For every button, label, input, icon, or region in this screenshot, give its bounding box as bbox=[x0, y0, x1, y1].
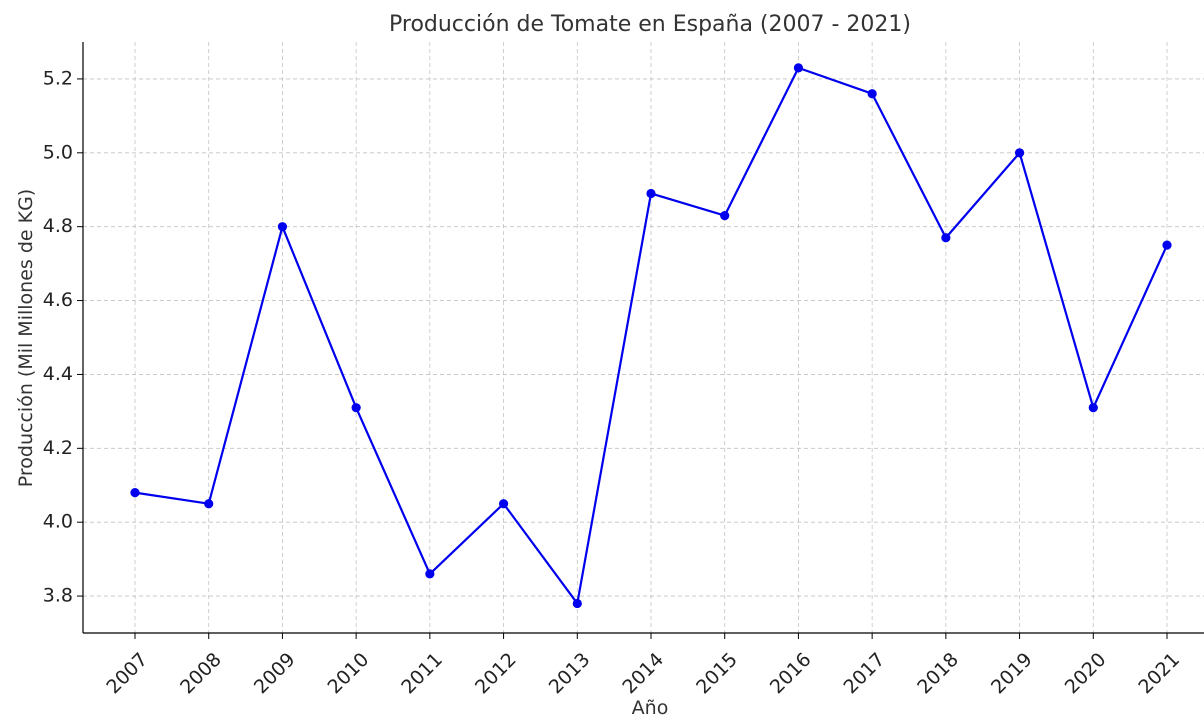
data-point bbox=[130, 488, 140, 498]
y-tick-label: 4.6 bbox=[43, 289, 73, 311]
x-tick-label: 2007 bbox=[102, 649, 152, 699]
series bbox=[130, 63, 1172, 609]
x-tick-label: 2008 bbox=[176, 649, 226, 699]
y-tick-label: 5.0 bbox=[43, 141, 73, 163]
data-point bbox=[720, 211, 730, 221]
y-tick-label: 4.4 bbox=[43, 363, 73, 385]
data-point bbox=[941, 233, 951, 243]
y-tick-label: 4.2 bbox=[43, 437, 73, 459]
data-point bbox=[572, 598, 582, 609]
x-tick-label: 2017 bbox=[840, 649, 890, 699]
data-point bbox=[867, 89, 877, 99]
axes bbox=[82, 42, 1204, 634]
x-tick-label: 2020 bbox=[1061, 649, 1111, 699]
x-axis-title: Año bbox=[632, 697, 669, 719]
x-tick-label: 2010 bbox=[324, 649, 374, 699]
data-point bbox=[1014, 148, 1025, 158]
y-tick-label: 4.8 bbox=[43, 215, 73, 237]
grid bbox=[83, 42, 1204, 633]
x-tick-label: 2012 bbox=[471, 649, 521, 699]
data-point bbox=[498, 499, 509, 509]
x-tick-label: 2021 bbox=[1134, 649, 1184, 699]
x-tick-label: 2009 bbox=[250, 649, 300, 699]
x-tick-label: 2018 bbox=[913, 649, 963, 699]
data-point bbox=[1088, 403, 1098, 413]
x-tick-label: 2019 bbox=[987, 649, 1037, 699]
data-point bbox=[277, 222, 288, 232]
y-axis-title: Producción (Mil Millones de KG) bbox=[15, 189, 37, 487]
x-tick-label: 2015 bbox=[692, 649, 742, 699]
data-point bbox=[204, 499, 214, 509]
data-point bbox=[351, 403, 361, 413]
data-point bbox=[646, 188, 656, 199]
data-point bbox=[1162, 240, 1172, 250]
y-tick-label: 3.8 bbox=[43, 585, 73, 607]
chart-title: Producción de Tomate en España (2007 - 2… bbox=[389, 12, 911, 37]
y-tick-label: 5.2 bbox=[43, 67, 73, 89]
x-tick-label: 2014 bbox=[618, 649, 668, 699]
x-tick-label: 2011 bbox=[397, 649, 447, 699]
y-tick-label: 4.0 bbox=[43, 511, 73, 533]
x-tick-label: 2013 bbox=[545, 649, 595, 699]
data-point bbox=[793, 63, 804, 73]
data-point bbox=[425, 569, 435, 579]
x-tick-label: 2016 bbox=[766, 649, 816, 699]
